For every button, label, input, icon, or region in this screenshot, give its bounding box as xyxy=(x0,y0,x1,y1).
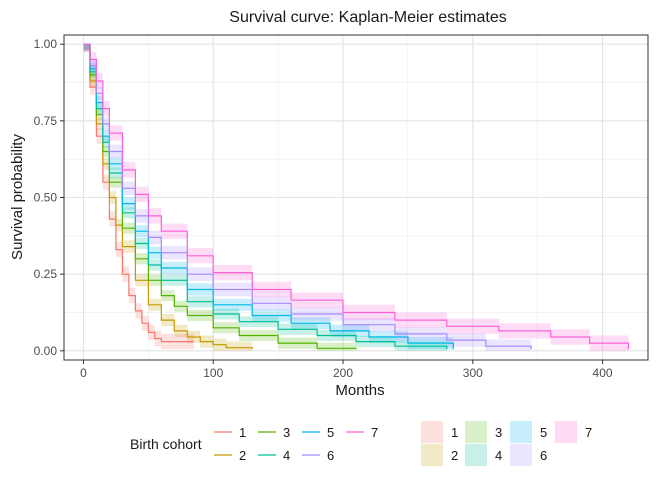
survival-lines xyxy=(83,43,630,350)
x-tick-label: 200 xyxy=(333,366,353,380)
legend-line-keys: 1 2 3 4 5 6 7 xyxy=(214,425,378,463)
survival-line-7 xyxy=(83,43,630,350)
legend-fill-label-2: 2 xyxy=(451,448,458,463)
y-tick-label: 0.25 xyxy=(34,267,58,281)
legend-fill-key-6 xyxy=(510,444,532,466)
legend-title: Birth cohort xyxy=(130,436,202,452)
y-tick-label: 0.50 xyxy=(34,191,58,205)
legend-fill-label-7: 7 xyxy=(585,425,592,440)
axis-ticks: 0 100 200 300 400 0.00 0.25 0.50 0.75 1.00 xyxy=(34,37,613,380)
x-axis-title: Months xyxy=(335,382,384,399)
x-tick-label: 100 xyxy=(203,366,223,380)
legend-line-label-4: 4 xyxy=(283,448,290,463)
confidence-band-7 xyxy=(83,44,629,351)
plot-panel xyxy=(63,34,649,361)
legend-fill-key-3 xyxy=(465,421,487,443)
legend-fill-key-7 xyxy=(555,421,577,443)
legend-fill-label-5: 5 xyxy=(540,425,547,440)
y-axis-title: Survival probability xyxy=(9,134,26,260)
confidence-band-5 xyxy=(83,44,454,351)
y-tick-label: 1.00 xyxy=(34,37,58,51)
legend-fill-key-5 xyxy=(510,421,532,443)
legend-line-label-6: 6 xyxy=(327,448,334,463)
legend-fill-label-6: 6 xyxy=(540,448,547,463)
legend-fill-key-2 xyxy=(421,444,443,466)
legend-fill-label-1: 1 xyxy=(451,425,458,440)
chart-title: Survival curve: Kaplan-Meier estimates xyxy=(229,9,506,26)
x-tick-label: 400 xyxy=(593,366,613,380)
y-tick-label: 0.75 xyxy=(34,114,58,128)
x-tick-label: 300 xyxy=(463,366,483,380)
survival-line-1 xyxy=(83,43,194,343)
legend-line-label-3: 3 xyxy=(283,425,290,440)
legend: Birth cohort 1 2 3 4 5 6 7 1 2 3 4 5 6 7 xyxy=(130,421,592,466)
legend-fill-key-4 xyxy=(465,444,487,466)
legend-fill-key-1 xyxy=(421,421,443,443)
legend-line-label-2: 2 xyxy=(239,448,246,463)
y-tick-label: 0.00 xyxy=(34,344,58,358)
legend-fill-label-4: 4 xyxy=(495,448,502,463)
legend-line-label-7: 7 xyxy=(371,425,378,440)
legend-line-label-1: 1 xyxy=(239,425,246,440)
x-tick-label: 0 xyxy=(80,366,87,380)
legend-fill-label-3: 3 xyxy=(495,425,502,440)
legend-fill-keys: 1 2 3 4 5 6 7 xyxy=(421,421,592,466)
legend-line-label-5: 5 xyxy=(327,425,334,440)
